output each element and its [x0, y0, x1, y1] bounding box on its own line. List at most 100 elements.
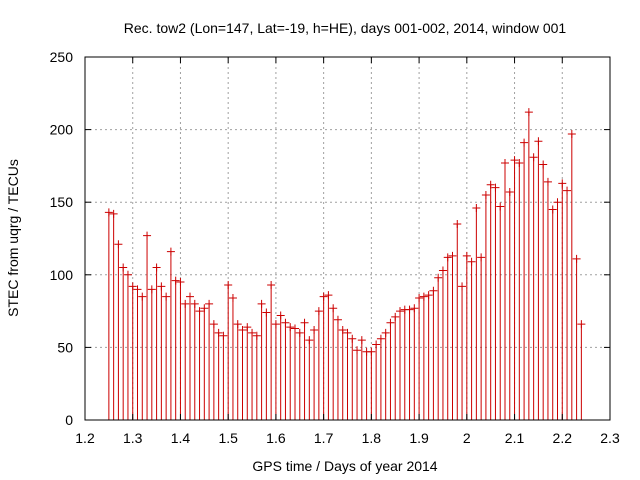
- y-tick-label: 50: [57, 339, 73, 355]
- x-tick-label: 2.2: [553, 430, 573, 446]
- data-point: [539, 160, 548, 169]
- data-point: [300, 318, 309, 327]
- data-point: [534, 137, 543, 146]
- x-tick-label: 1.4: [171, 430, 191, 446]
- data-point: [252, 331, 261, 340]
- y-tick-label: 0: [65, 412, 73, 428]
- error-bars-layer: [108, 112, 582, 420]
- data-point: [501, 158, 509, 167]
- data-point: [448, 251, 457, 260]
- data-point: [181, 299, 190, 308]
- data-point: [281, 318, 290, 327]
- data-point: [353, 346, 362, 355]
- data-point: [453, 219, 462, 228]
- data-point: [553, 198, 562, 207]
- data-point: [376, 334, 385, 343]
- data-point: [143, 231, 152, 240]
- data-point: [391, 312, 400, 321]
- data-point: [133, 285, 142, 294]
- data-point: [262, 308, 271, 317]
- data-point: [496, 202, 505, 211]
- data-point: [295, 328, 304, 337]
- chart-title: Rec. tow2 (Lon=147, Lat=-19, h=HE), days…: [124, 20, 567, 36]
- data-point: [123, 270, 132, 279]
- data-point: [248, 328, 257, 337]
- data-point: [219, 331, 228, 340]
- data-point: [567, 129, 576, 138]
- data-point: [515, 158, 524, 167]
- data-point: [190, 299, 199, 308]
- data-points-layer: [104, 108, 586, 356]
- data-point: [171, 276, 180, 285]
- data-point: [291, 324, 299, 333]
- data-point: [458, 282, 467, 291]
- data-point: [324, 291, 333, 300]
- data-point: [405, 305, 414, 314]
- data-point: [157, 282, 166, 291]
- data-point: [138, 292, 147, 301]
- data-point: [486, 180, 495, 189]
- data-point: [520, 138, 529, 147]
- data-point: [209, 320, 218, 329]
- data-point: [214, 328, 223, 337]
- data-point: [186, 292, 194, 301]
- data-point: [104, 208, 113, 217]
- x-tick-label: 2: [463, 430, 471, 446]
- data-point: [310, 325, 319, 334]
- data-point: [243, 323, 252, 332]
- data-point: [543, 177, 552, 186]
- data-point: [162, 292, 171, 301]
- data-point: [372, 340, 381, 349]
- data-point: [228, 294, 237, 303]
- y-tick-label: 150: [50, 194, 74, 210]
- data-point: [343, 328, 352, 337]
- x-tick-label: 1.2: [75, 430, 95, 446]
- x-tick-label: 1.6: [266, 430, 286, 446]
- data-point: [238, 325, 247, 334]
- data-point: [271, 320, 280, 329]
- data-point: [276, 311, 285, 320]
- data-point: [348, 334, 357, 343]
- data-point: [491, 183, 500, 192]
- data-point: [419, 292, 428, 301]
- grid-layer: [85, 57, 610, 420]
- data-point: [438, 266, 447, 275]
- x-tick-label: 2.1: [505, 430, 525, 446]
- data-point: [572, 254, 581, 263]
- data-point: [286, 323, 295, 332]
- y-tick-labels: 0 50 100 150 200 250: [50, 49, 74, 428]
- data-point: [462, 251, 471, 260]
- axis-ticks-layer: [84, 56, 611, 421]
- data-point: [224, 280, 233, 289]
- data-point: [381, 328, 390, 337]
- y-axis-label: STEC from uqrg / TECUs: [5, 159, 21, 317]
- data-point: [410, 304, 419, 313]
- data-point: [305, 336, 314, 345]
- data-point: [386, 318, 395, 327]
- data-point: [109, 209, 118, 218]
- data-point: [558, 179, 567, 188]
- x-tick-label: 1.7: [314, 430, 334, 446]
- data-point: [314, 307, 323, 316]
- data-point: [338, 325, 347, 334]
- data-point: [429, 286, 438, 295]
- y-tick-label: 250: [50, 49, 74, 65]
- data-point: [548, 205, 557, 214]
- data-point: [529, 153, 538, 162]
- data-point: [424, 291, 433, 300]
- data-point: [396, 307, 404, 316]
- data-point: [481, 190, 490, 199]
- data-point: [577, 320, 586, 329]
- plot-frame: [84, 56, 611, 421]
- x-tick-label: 1.9: [409, 430, 429, 446]
- data-point: [434, 273, 443, 282]
- x-tick-label: 1.5: [218, 430, 238, 446]
- data-point: [524, 108, 533, 117]
- x-axis-label: GPS time / Days of year 2014: [252, 458, 437, 474]
- x-tick-label: 1.3: [123, 430, 143, 446]
- y-tick-label: 100: [50, 267, 74, 283]
- data-point: [467, 257, 476, 266]
- data-point: [195, 307, 204, 316]
- data-point: [267, 280, 276, 289]
- data-point: [128, 282, 137, 291]
